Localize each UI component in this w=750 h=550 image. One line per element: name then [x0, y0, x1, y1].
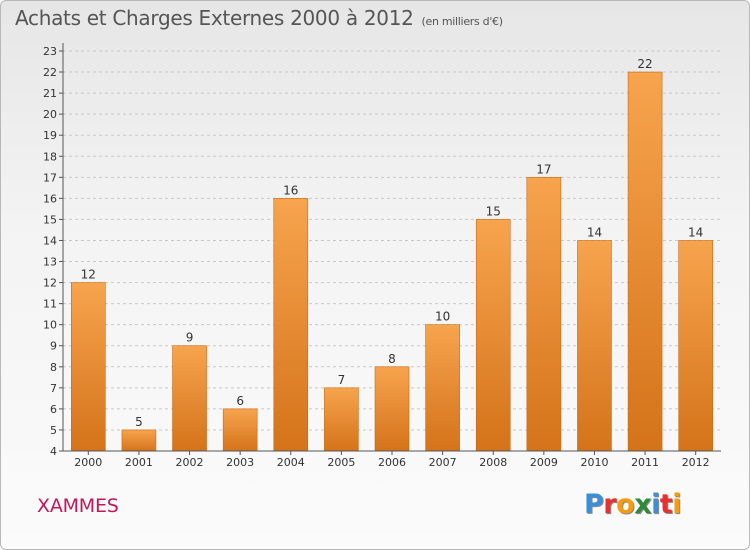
x-tick-label: 2006 — [378, 456, 406, 469]
chart-title-unit: (en milliers d'€) — [421, 15, 503, 28]
y-tick-label: 21 — [43, 87, 57, 100]
proxiti-logo[interactable]: Proxiti — [584, 489, 682, 520]
bar — [374, 366, 410, 452]
y-tick-label: 18 — [43, 150, 57, 163]
bar — [425, 324, 460, 452]
bar — [172, 345, 207, 452]
logo-letter: i — [651, 489, 660, 520]
logo-letter: o — [616, 489, 635, 520]
data-label: 8 — [388, 352, 396, 366]
data-label: 12 — [81, 268, 96, 282]
data-label: 14 — [688, 225, 703, 239]
logo-letter: i — [672, 489, 682, 520]
bar — [222, 408, 258, 452]
logo-letter: t — [659, 489, 673, 520]
x-tick-label: 2010 — [580, 456, 608, 469]
data-label: 15 — [486, 204, 501, 218]
data-label: 9 — [186, 331, 194, 345]
y-tick-label: 16 — [43, 192, 57, 205]
data-label: 16 — [283, 183, 298, 197]
x-tick-label: 2004 — [277, 456, 305, 469]
logo-letter: r — [603, 489, 617, 520]
data-labels: 12 5 9 6 16 7 8 10 15 17 14 22 14 — [81, 57, 704, 429]
x-tick-label: 2002 — [176, 456, 204, 469]
y-tick-label: 4 — [50, 445, 57, 458]
y-tick-label: 14 — [43, 234, 57, 247]
x-tick-label: 2007 — [429, 456, 457, 469]
bars — [71, 71, 713, 452]
y-tick-label: 10 — [43, 319, 57, 332]
bar — [273, 198, 309, 452]
y-tick-label: 20 — [43, 108, 57, 121]
y-tick-label: 15 — [43, 213, 57, 226]
y-tick-label: 13 — [43, 256, 57, 269]
chart-title: Achats et Charges Externes 2000 à 2012 (e… — [15, 6, 503, 30]
y-tick-label: 17 — [43, 171, 57, 184]
bar — [526, 177, 562, 452]
y-tick-label: 5 — [50, 424, 57, 437]
bar — [475, 219, 511, 452]
y-tick-label: 11 — [43, 298, 57, 311]
x-tick-label: 2011 — [631, 456, 659, 469]
bar — [121, 429, 157, 452]
x-tick-label: 2009 — [530, 456, 558, 469]
x-tick-label: 2003 — [226, 456, 254, 469]
chart-title-main: Achats et Charges Externes 2000 à 2012 — [15, 6, 414, 30]
y-tick-label: 6 — [50, 403, 57, 416]
axes: 4 5 6 7 8 9 10 11 12 13 14 15 16 17 18 19 20 21 22 23 2000 20… — [43, 43, 721, 469]
data-label: 7 — [338, 373, 346, 387]
x-tick-label: 2000 — [74, 456, 102, 469]
x-tick-label: 2012 — [682, 456, 710, 469]
logo-letter: P — [584, 489, 604, 520]
y-tick-label: 23 — [43, 45, 57, 58]
data-label: 5 — [135, 415, 143, 429]
bar — [577, 240, 612, 452]
data-label: 22 — [637, 57, 652, 71]
logo-letter: x — [634, 489, 652, 520]
data-label: 17 — [536, 162, 551, 176]
y-tick-label: 8 — [50, 361, 57, 374]
data-label: 6 — [236, 394, 244, 408]
commune-name: XAMMES — [37, 495, 119, 517]
bar — [678, 240, 713, 452]
bar — [627, 71, 663, 452]
data-label: 14 — [587, 225, 602, 239]
data-label: 10 — [435, 310, 450, 324]
y-tick-label: 7 — [50, 382, 57, 395]
x-tick-label: 2008 — [479, 456, 507, 469]
x-tick-label: 2005 — [327, 456, 355, 469]
bar — [71, 282, 106, 452]
y-tick-label: 12 — [43, 277, 57, 290]
y-tick-label: 19 — [43, 129, 57, 142]
y-tick-label: 9 — [50, 340, 57, 353]
x-tick-label: 2001 — [125, 456, 153, 469]
bar — [324, 387, 359, 452]
y-tick-label: 22 — [43, 66, 57, 79]
